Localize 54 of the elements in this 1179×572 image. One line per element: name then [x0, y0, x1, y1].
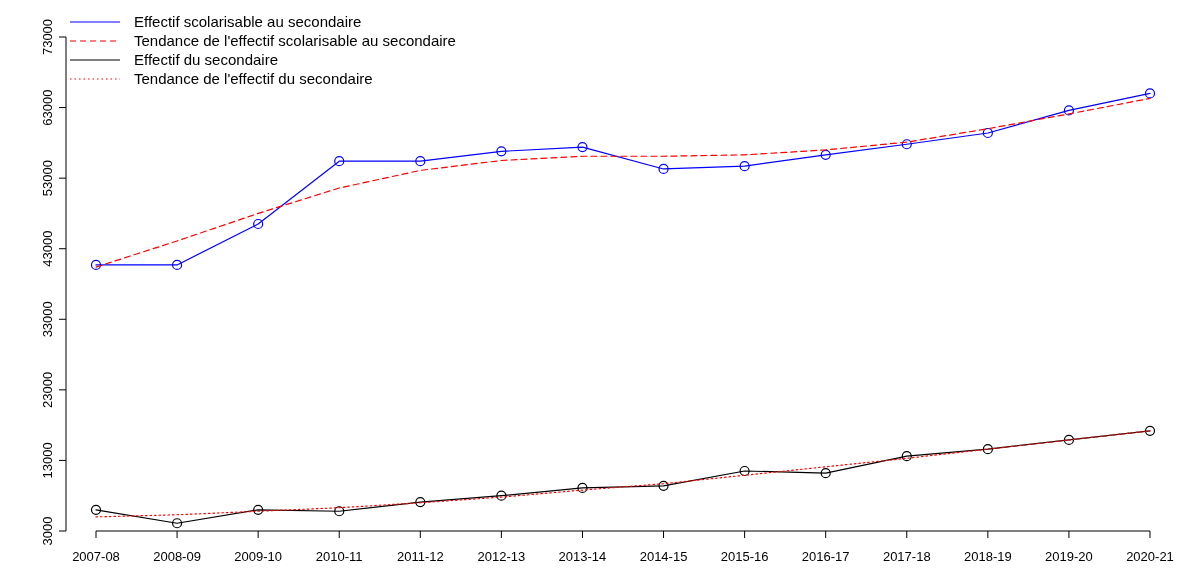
point: [253, 218, 264, 230]
point: [739, 161, 750, 172]
point: [982, 127, 993, 139]
point: [820, 149, 831, 160]
y-tick-label: 23000: [40, 371, 55, 408]
point: [334, 506, 345, 517]
legend-label: Tendance de l'effectif du secondaire: [134, 70, 373, 87]
x-tick-label: 2016-17: [801, 549, 850, 564]
point: [982, 444, 993, 455]
point: [658, 480, 669, 491]
point: [90, 259, 102, 271]
point: [334, 156, 345, 167]
legend-label: Effectif du secondaire: [134, 51, 278, 68]
x-tick-label: 2012-13: [477, 549, 526, 564]
x-tick-label: 2011-12: [396, 549, 444, 564]
y-tick-label: 43000: [40, 230, 55, 267]
legend-label: Effectif scolarisable au secondaire: [134, 13, 362, 30]
point: [496, 146, 507, 157]
point: [1144, 88, 1156, 99]
point: [415, 496, 426, 508]
point: [90, 504, 102, 515]
point: [1144, 425, 1156, 436]
point: [739, 465, 750, 477]
point: [1063, 434, 1075, 446]
point: [415, 156, 426, 167]
y-tick-label: 33000: [40, 301, 55, 338]
point: [901, 139, 912, 150]
y-tick-label: 13000: [40, 442, 55, 479]
point: [901, 451, 912, 462]
x-tick-label: 2014-15: [639, 549, 688, 564]
y-tick-label: 3000: [40, 516, 55, 546]
y-tick-label: 73000: [40, 18, 55, 56]
point: [577, 141, 588, 153]
x-tick-label: 2017-18: [882, 549, 931, 564]
point: [658, 163, 669, 175]
point: [1063, 105, 1075, 116]
point: [171, 259, 183, 271]
point: [496, 490, 507, 501]
x-tick-label: 2008-09: [153, 549, 201, 564]
point: [577, 482, 588, 494]
x-tick-label: 2020-21: [1126, 549, 1174, 564]
point: [253, 504, 264, 515]
x-tick-label: 2015-16: [720, 549, 769, 564]
x-tick-label: 2007-08: [72, 549, 120, 564]
x-tick-label: 2013-14: [558, 549, 607, 564]
y-tick-label: 63000: [40, 89, 55, 126]
legend-label: Tendance de l'effectif scolarisable au secondaire: [134, 32, 456, 49]
y-tick-label: 53000: [40, 160, 55, 197]
point: [820, 468, 831, 479]
x-tick-label: 2018-19: [963, 549, 1012, 564]
x-tick-label: 2010-11: [315, 549, 363, 564]
x-tick-label: 2019-20: [1045, 549, 1093, 564]
x-tick-label: 2009-10: [234, 549, 283, 564]
point: [171, 518, 183, 529]
